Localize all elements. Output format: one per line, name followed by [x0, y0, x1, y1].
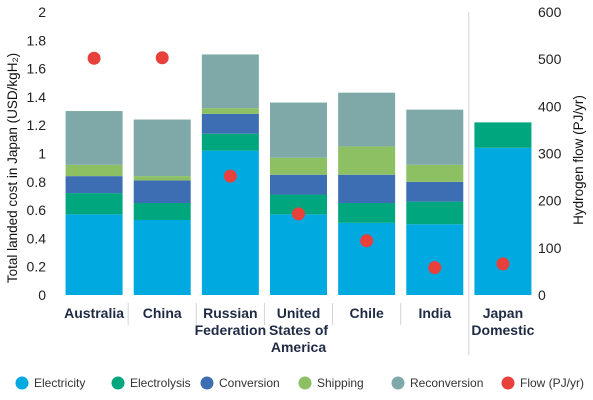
y2-axis-title: Hydrogen flow (PJ/yr) [571, 95, 586, 225]
y2-tick-label: 300 [538, 146, 562, 162]
y2-tick-label: 100 [538, 240, 562, 256]
bar-segment-electricity [270, 214, 327, 295]
bar-segment-electrolysis [338, 203, 396, 223]
bar-segment-shipping [338, 146, 396, 175]
category-label: Chile [350, 305, 384, 321]
left-axis: 0 0.2 0.4 0.6 0.8 1 1.2 1.4 1.6 1.8 2 [27, 4, 47, 303]
plot-area [65, 12, 532, 355]
flow-point [155, 51, 169, 65]
bar-segment-shipping [201, 108, 259, 114]
legend-item-shipping: Shipping [298, 376, 364, 390]
bar-segment-electricity [65, 214, 123, 295]
legend-item-reconversion: Reconversion [391, 376, 483, 390]
bar-segment-electrolysis [406, 201, 464, 225]
bar-segment-electrolysis [270, 194, 327, 215]
bar-segment-reconversion [270, 102, 327, 158]
y-tick-label: 0.4 [27, 230, 47, 246]
bar-segment-conversion [338, 174, 396, 204]
category-label: India [418, 305, 451, 321]
legend-item-conversion: Conversion [200, 376, 280, 390]
category-label: Japan Domestic [471, 305, 534, 338]
y-tick-label: 1 [38, 146, 46, 162]
bar-segment-conversion [65, 176, 123, 194]
category-label: United States of America [269, 305, 328, 355]
y-tick-label: 0.6 [27, 202, 47, 218]
flow-point [292, 207, 305, 221]
legend-swatch [111, 376, 125, 390]
bar-segment-reconversion [406, 109, 464, 165]
flow-point [496, 257, 510, 271]
legend-item-electrolysis: Electrolysis [111, 376, 191, 390]
bar-segment-electricity [338, 222, 396, 295]
legend-label: Electrolysis [130, 376, 191, 390]
bar-segment-electrolysis [65, 193, 123, 215]
right-axis: 0 100 200 300 400 500 600 [538, 4, 562, 303]
bar-segment-shipping [133, 176, 191, 181]
bar-segment-shipping [406, 164, 464, 182]
y-tick-label: 0.2 [27, 259, 47, 275]
legend-swatch [298, 376, 312, 390]
bar-segment-reconversion [65, 111, 123, 165]
y-tick-label: 0 [38, 287, 46, 303]
legend-label: Conversion [219, 376, 280, 390]
category-label: Australia [64, 305, 124, 321]
bar-segment-conversion [406, 181, 464, 202]
legend: Electricity Electrolysis Conversion Shippin… [15, 376, 584, 390]
legend-label: Flow (PJ/yr) [520, 376, 584, 390]
y2-tick-label: 0 [538, 287, 546, 303]
y2-tick-label: 200 [538, 193, 562, 209]
bar-segment-conversion [133, 180, 191, 204]
bar-segment-reconversion [201, 54, 259, 109]
flow-point [428, 261, 442, 275]
y2-tick-label: 400 [538, 98, 562, 114]
legend-swatch [501, 376, 515, 390]
legend-label: Reconversion [410, 376, 483, 390]
y-axis-title: Total landed cost in Japan (USD/kgH₂) [5, 53, 20, 283]
bar-segment-shipping [270, 157, 327, 175]
flow-point [360, 234, 374, 248]
flow-point [87, 51, 101, 65]
legend-label: Electricity [34, 376, 85, 390]
category-label: China [143, 305, 182, 321]
bar-segment-conversion [201, 113, 259, 134]
y-tick-label: 0.8 [27, 174, 47, 190]
legend-swatch [200, 376, 214, 390]
bar-segment-electrolysis [201, 133, 259, 151]
bar-segment-reconversion [133, 119, 191, 177]
y-tick-label: 2 [38, 4, 46, 20]
bar-segment-electricity [474, 147, 532, 295]
legend-item-electricity: Electricity [15, 376, 85, 390]
bar-segment-electrolysis [474, 122, 532, 148]
y2-tick-label: 600 [538, 4, 562, 20]
y-tick-label: 1.4 [27, 89, 47, 105]
bar-segment-electrolysis [133, 203, 191, 221]
legend-swatch [391, 376, 405, 390]
bar-segment-shipping [65, 164, 123, 177]
y-tick-label: 1.8 [27, 32, 47, 48]
legend-label: Shipping [317, 376, 364, 390]
y2-tick-label: 500 [538, 51, 562, 67]
flow-point [223, 169, 237, 183]
bar-segment-electricity [406, 224, 464, 295]
bar-segment-conversion [270, 174, 327, 195]
legend-item-flow-pj-yr: Flow (PJ/yr) [501, 376, 584, 390]
legend-swatch [15, 376, 29, 390]
bar-segment-electricity [133, 220, 191, 295]
bar-segment-reconversion [338, 92, 396, 147]
category-label: Russian Federation [195, 305, 267, 338]
y-tick-label: 1.6 [27, 61, 47, 77]
y-tick-label: 1.2 [27, 117, 47, 133]
